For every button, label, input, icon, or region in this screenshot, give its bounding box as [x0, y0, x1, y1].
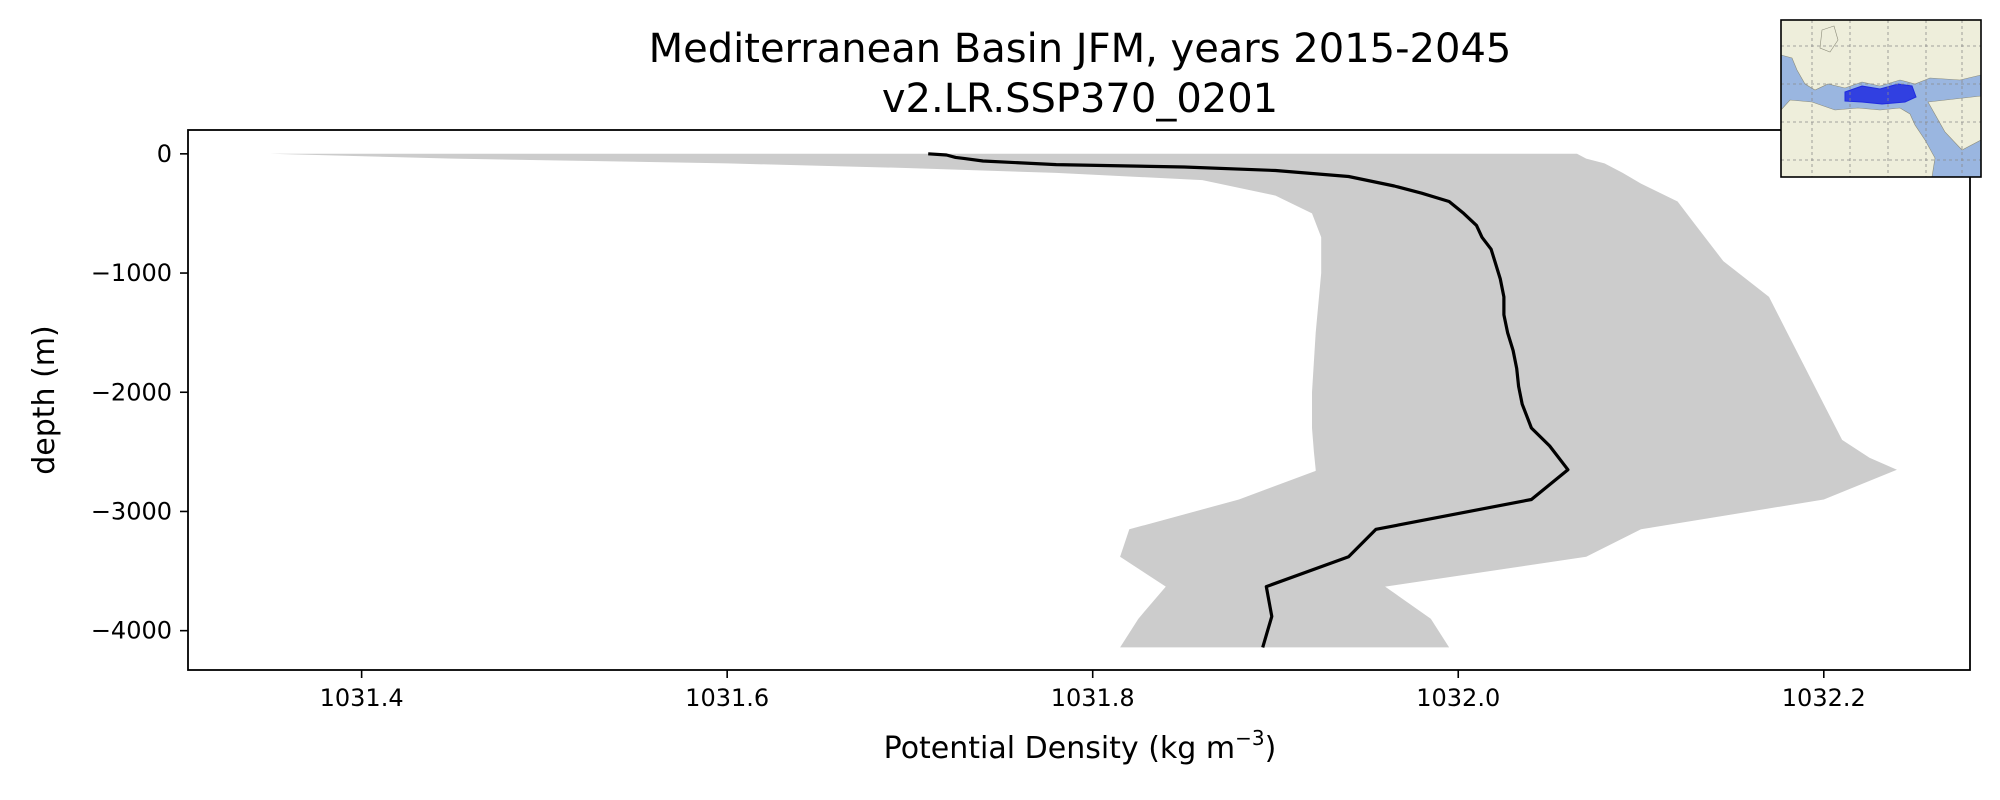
chart-title: Mediterranean Basin JFM, years 2015-2045 — [649, 26, 1512, 72]
x-tick-label: 1032.2 — [1782, 684, 1866, 712]
map-land-arabia — [1927, 95, 1981, 151]
x-axis-label-text: Potential Density (kg m — [884, 731, 1235, 766]
x-tick-label: 1031.4 — [320, 684, 404, 712]
x-axis-label-suffix: ) — [1265, 731, 1277, 766]
x-tick-label: 1032.0 — [1416, 684, 1500, 712]
plot-frame — [187, 129, 1971, 671]
y-tick-label: −2000 — [91, 378, 172, 406]
range-band — [270, 153, 1897, 648]
y-tick-label: −1000 — [91, 259, 172, 287]
map-land-europe — [1781, 20, 1981, 91]
map-gridlines — [1781, 20, 1981, 177]
y-tick-label: 0 — [157, 140, 172, 168]
map-frame — [1780, 19, 1982, 178]
mediterranean-basin-highlight — [1844, 83, 1917, 105]
y-axis-label: depth (m) — [27, 325, 62, 475]
y-tick-label: −4000 — [91, 617, 172, 645]
x-axis: 1031.4 1031.6 1031.8 1032.0 1032.2 — [320, 670, 1866, 712]
inset-locator-map — [1780, 19, 1982, 178]
x-tick-label: 1031.6 — [685, 684, 769, 712]
mean-profile-line — [928, 152, 1570, 648]
x-axis-label: Potential Density (kg m−3) — [884, 726, 1277, 766]
x-axis-label-exponent: −3 — [1235, 726, 1264, 750]
y-axis: 0 −1000 −2000 −3000 −4000 — [91, 140, 188, 645]
plot-area — [187, 129, 1971, 671]
map-land-uk — [1819, 25, 1839, 53]
map-land-africa — [1781, 99, 1936, 177]
chart-subtitle: v2.LR.SSP370_0201 — [882, 76, 1278, 122]
x-tick-label: 1031.8 — [1051, 684, 1135, 712]
y-tick-label: −3000 — [91, 497, 172, 525]
